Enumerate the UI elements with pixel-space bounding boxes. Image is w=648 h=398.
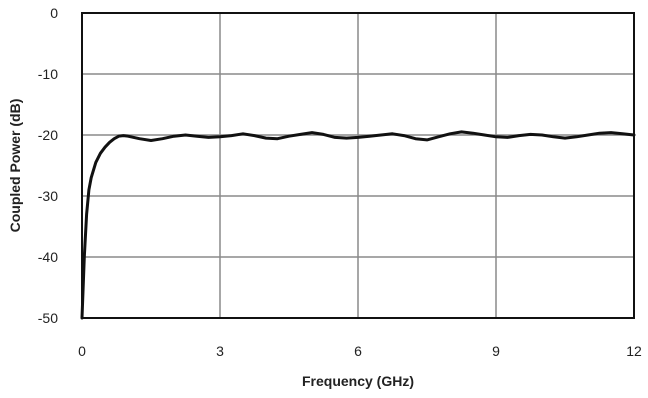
series-line	[80, 130, 636, 320]
x-axis-ticks: 0 3 6 9 12	[78, 343, 642, 359]
x-tick-label: 0	[78, 343, 86, 359]
y-tick-label: -50	[38, 310, 58, 326]
x-tick-label: 12	[626, 343, 642, 359]
y-tick-label: -30	[38, 188, 58, 204]
x-tick-label: 9	[492, 343, 500, 359]
y-tick-label: 0	[50, 5, 58, 21]
y-axis-label: Coupled Power (dB)	[7, 99, 23, 233]
y-axis-ticks: 0 -10 -20 -30 -40 -50	[38, 5, 58, 326]
grid-lines	[82, 13, 634, 318]
x-tick-label: 6	[354, 343, 362, 359]
x-axis-label: Frequency (GHz)	[302, 373, 414, 389]
y-tick-label: -20	[38, 127, 58, 143]
plot-area-frame	[81, 12, 635, 319]
series-layer	[80, 130, 636, 320]
y-tick-label: -10	[38, 66, 58, 82]
x-tick-label: 3	[216, 343, 224, 359]
y-tick-label: -40	[38, 249, 58, 265]
